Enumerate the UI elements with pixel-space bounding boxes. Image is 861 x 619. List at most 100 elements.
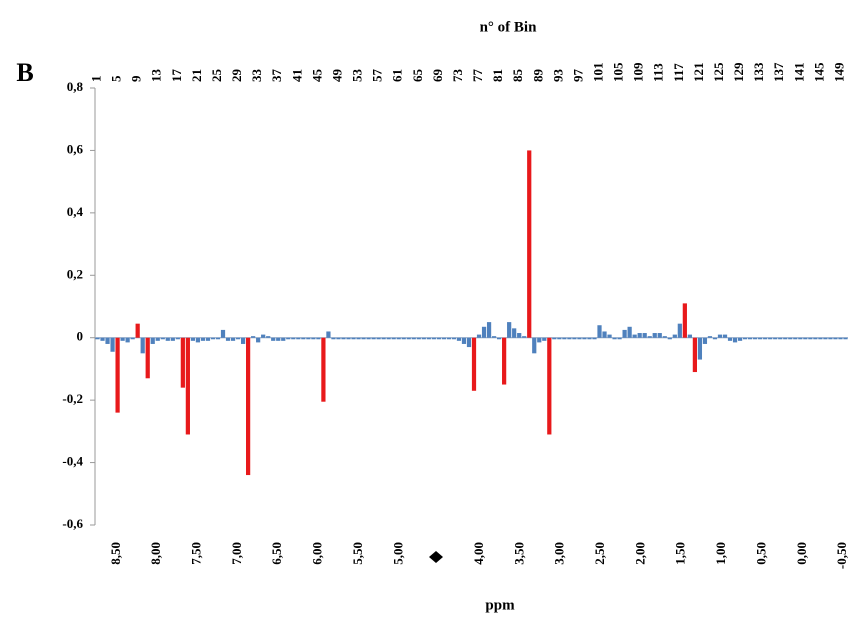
bar (426, 337, 431, 340)
bar (722, 334, 728, 338)
bar (692, 337, 697, 373)
x2-tick-label: 137 (771, 62, 786, 82)
bar (180, 337, 185, 388)
x-tick-label: 0,50 (753, 542, 768, 565)
bar (763, 337, 768, 340)
bottom-axis-title: ppm (485, 597, 515, 613)
bar (120, 337, 125, 341)
bar (577, 337, 582, 340)
bar (155, 337, 160, 341)
x2-tick-label: 101 (590, 63, 605, 83)
bar (662, 336, 667, 338)
x-tick-label: 6,00 (310, 542, 325, 565)
x-tick-label: 7,50 (188, 542, 203, 565)
x2-tick-label: 1 (88, 76, 103, 83)
bar (532, 337, 537, 354)
x2-tick-label: 89 (530, 69, 545, 83)
bar (632, 334, 637, 338)
bar (431, 337, 436, 340)
x-tick-label: 3,00 (552, 542, 567, 565)
x2-tick-label: 85 (510, 69, 525, 83)
x2-tick-label: 37 (269, 69, 284, 83)
bar (306, 337, 311, 340)
x2-tick-label: 93 (550, 69, 565, 83)
bar (356, 337, 361, 340)
bar (682, 303, 687, 338)
bar (190, 337, 195, 341)
bar (828, 337, 833, 340)
bar (296, 337, 301, 340)
bar (240, 337, 246, 344)
bar (451, 337, 457, 340)
x2-tick-label: 53 (350, 69, 365, 83)
x2-tick-label: 149 (831, 62, 846, 82)
bar (677, 323, 682, 338)
x2-tick-label: 25 (209, 69, 224, 83)
x2-tick-label: 81 (490, 69, 505, 82)
bar (602, 331, 607, 338)
bar (803, 337, 808, 340)
bar (697, 337, 703, 360)
bar (391, 337, 396, 340)
bar (592, 337, 597, 340)
bar (667, 337, 672, 340)
bar (406, 337, 411, 340)
y-tick-label: -0,6 (62, 516, 83, 531)
bar (778, 337, 783, 340)
bar (456, 337, 462, 341)
x2-tick-label: 77 (470, 69, 485, 83)
bar (527, 150, 532, 338)
bar (246, 337, 251, 476)
bar (135, 323, 140, 338)
bar (491, 336, 497, 338)
bar (235, 337, 241, 340)
x2-tick-label: 73 (450, 69, 465, 83)
bar (230, 337, 236, 341)
bar (366, 337, 371, 340)
x2-tick-label: 69 (430, 69, 445, 83)
bar (175, 337, 180, 340)
bar (185, 337, 190, 435)
bar (547, 337, 552, 435)
bar (833, 337, 838, 340)
bar (522, 336, 527, 338)
bar (261, 334, 266, 338)
bar (401, 337, 406, 340)
bar (225, 337, 231, 341)
bar (727, 337, 733, 341)
bar (381, 337, 386, 340)
bar (612, 337, 617, 340)
bar (537, 337, 542, 343)
bar (145, 337, 150, 379)
bar (486, 322, 492, 338)
x-tick-label: 3,50 (511, 542, 526, 565)
bar (843, 337, 848, 340)
bar (717, 334, 723, 338)
bar (361, 337, 366, 340)
bar (707, 336, 713, 338)
bar (657, 333, 662, 338)
bar (823, 337, 828, 340)
y-tick-label: 0,4 (67, 204, 84, 219)
bar (672, 334, 677, 338)
bar (607, 334, 612, 338)
bar (376, 337, 381, 340)
bar (813, 337, 818, 340)
x2-tick-label: 57 (370, 69, 385, 83)
bar (702, 337, 708, 344)
bar (281, 337, 286, 341)
bar (627, 326, 632, 338)
x2-tick-label: 29 (229, 69, 244, 83)
bar (316, 337, 321, 340)
y-tick-label: -0,2 (62, 391, 83, 406)
bar (582, 337, 587, 340)
bar (371, 337, 376, 340)
bar (748, 337, 753, 340)
x-tick-label: 5,50 (350, 542, 365, 565)
bar (195, 337, 201, 343)
x2-tick-label: 141 (791, 63, 806, 83)
bar (326, 331, 331, 338)
bar (476, 334, 482, 338)
bar (808, 337, 813, 340)
bar (105, 337, 110, 344)
